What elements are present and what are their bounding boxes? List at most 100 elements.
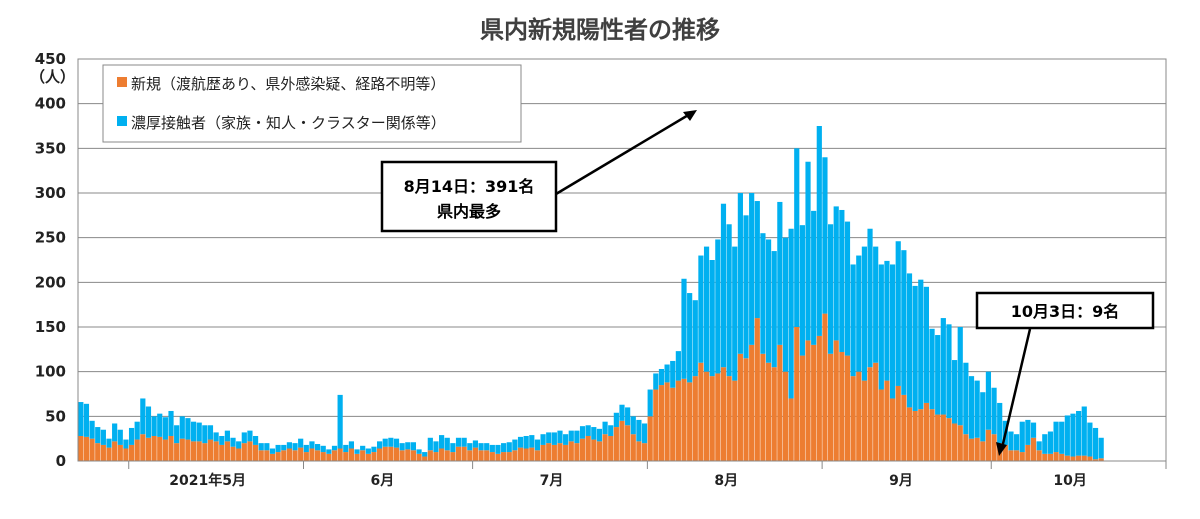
bar-close-contact <box>974 380 980 438</box>
bar-close-contact <box>664 364 670 383</box>
bar-new <box>726 376 732 461</box>
bar-new <box>850 376 856 461</box>
bar-new <box>754 318 760 461</box>
bar-new <box>269 453 276 461</box>
bar-close-contact <box>286 442 292 449</box>
bar-close-contact <box>861 246 867 381</box>
bar-close-contact <box>788 228 794 399</box>
bar-new <box>326 453 332 461</box>
bar-new <box>918 409 924 461</box>
bar-new <box>252 444 259 461</box>
bar-new <box>935 414 941 461</box>
bar-new <box>968 438 975 461</box>
bar-new <box>444 450 450 461</box>
bar-close-contact <box>1064 415 1070 456</box>
bar-new <box>455 446 462 461</box>
legend-swatch-new <box>117 77 127 87</box>
bar-new <box>1081 455 1087 461</box>
bar-new <box>664 382 670 461</box>
bar-new <box>83 436 90 461</box>
bar-new <box>467 450 473 461</box>
bar-new <box>506 452 512 461</box>
y-tick-label: 350 <box>35 139 66 157</box>
bar-new <box>1042 453 1048 461</box>
bar-new <box>946 418 952 461</box>
bar-close-contact <box>224 430 230 442</box>
bar-new <box>410 450 417 461</box>
y-tick-label: 0 <box>56 452 66 470</box>
bar-close-contact <box>681 278 687 379</box>
chart-title: 県内新規陽性者の推移 <box>480 16 720 44</box>
bar-new <box>360 450 366 461</box>
bar-close-contact <box>579 426 586 439</box>
bar-new <box>495 453 501 461</box>
bar-new <box>236 448 242 461</box>
bar-new <box>720 367 727 461</box>
bar-new <box>619 420 625 461</box>
bar-close-contact <box>811 210 817 345</box>
legend-box <box>102 64 522 143</box>
bar-new <box>78 435 84 461</box>
x-tick-label: 7月 <box>540 473 564 489</box>
bar-close-contact <box>309 441 315 449</box>
bar-close-contact <box>190 421 197 442</box>
bar-new <box>579 438 586 461</box>
bar-new <box>1087 456 1093 461</box>
bar-close-contact <box>258 443 264 451</box>
bar-new <box>292 450 298 461</box>
bar-new <box>777 344 783 461</box>
bar-close-contact <box>901 250 907 395</box>
bar-close-contact <box>399 443 405 451</box>
annotation-peak-line1: 8月14日：391名 <box>404 177 535 196</box>
bar-close-contact <box>523 435 529 449</box>
bar-new <box>145 437 152 461</box>
bar-close-contact <box>303 444 309 453</box>
bar-new <box>816 335 822 461</box>
bar-close-contact <box>1059 421 1065 454</box>
y-tick-label: 50 <box>45 407 66 425</box>
annotation-latest: 10月3日：9名 <box>975 291 1155 456</box>
bar-new <box>168 435 174 461</box>
bar-new <box>207 439 214 461</box>
bar-new <box>179 438 185 461</box>
bar-close-contact <box>844 221 851 356</box>
bar-close-contact <box>985 371 992 430</box>
bar-new <box>501 452 507 461</box>
bar-close-contact <box>128 427 135 445</box>
bar-new <box>630 434 636 461</box>
bar-new <box>980 441 986 461</box>
bar-close-contact <box>641 423 648 444</box>
bar-new <box>923 402 930 461</box>
bar-close-contact <box>692 300 698 377</box>
y-tick-label: 300 <box>35 184 66 202</box>
bar-close-contact <box>467 443 473 451</box>
bar-close-contact <box>647 389 653 417</box>
bar-new <box>963 434 969 461</box>
bar-new <box>1030 437 1037 461</box>
bar-new <box>675 380 681 461</box>
bar-close-contact <box>472 440 479 448</box>
bar-new <box>991 434 997 461</box>
bar-close-contact <box>202 425 208 444</box>
bar-close-contact <box>585 425 591 436</box>
bar-new <box>258 450 264 461</box>
bar-new <box>106 447 112 461</box>
bar-close-contact <box>78 402 84 436</box>
bar-new <box>354 453 360 461</box>
bar-close-contact <box>354 449 360 454</box>
legend-label-close-contact: 濃厚接触者（家族・知人・クラスター関係等） <box>131 114 446 132</box>
bar-new <box>878 389 884 461</box>
bar-close-contact <box>377 441 383 449</box>
bar-close-contact <box>602 421 608 435</box>
bar-new <box>856 371 862 461</box>
bar-close-contact <box>219 435 225 445</box>
bar-close-contact <box>957 327 963 426</box>
bar-new <box>873 362 879 461</box>
bar-new <box>303 452 309 461</box>
bar-new <box>1053 452 1059 461</box>
bar-close-contact <box>816 126 822 336</box>
bar-close-contact <box>991 387 997 435</box>
bar-new <box>895 385 901 461</box>
bar-new <box>162 439 168 461</box>
bar-new <box>574 443 580 461</box>
